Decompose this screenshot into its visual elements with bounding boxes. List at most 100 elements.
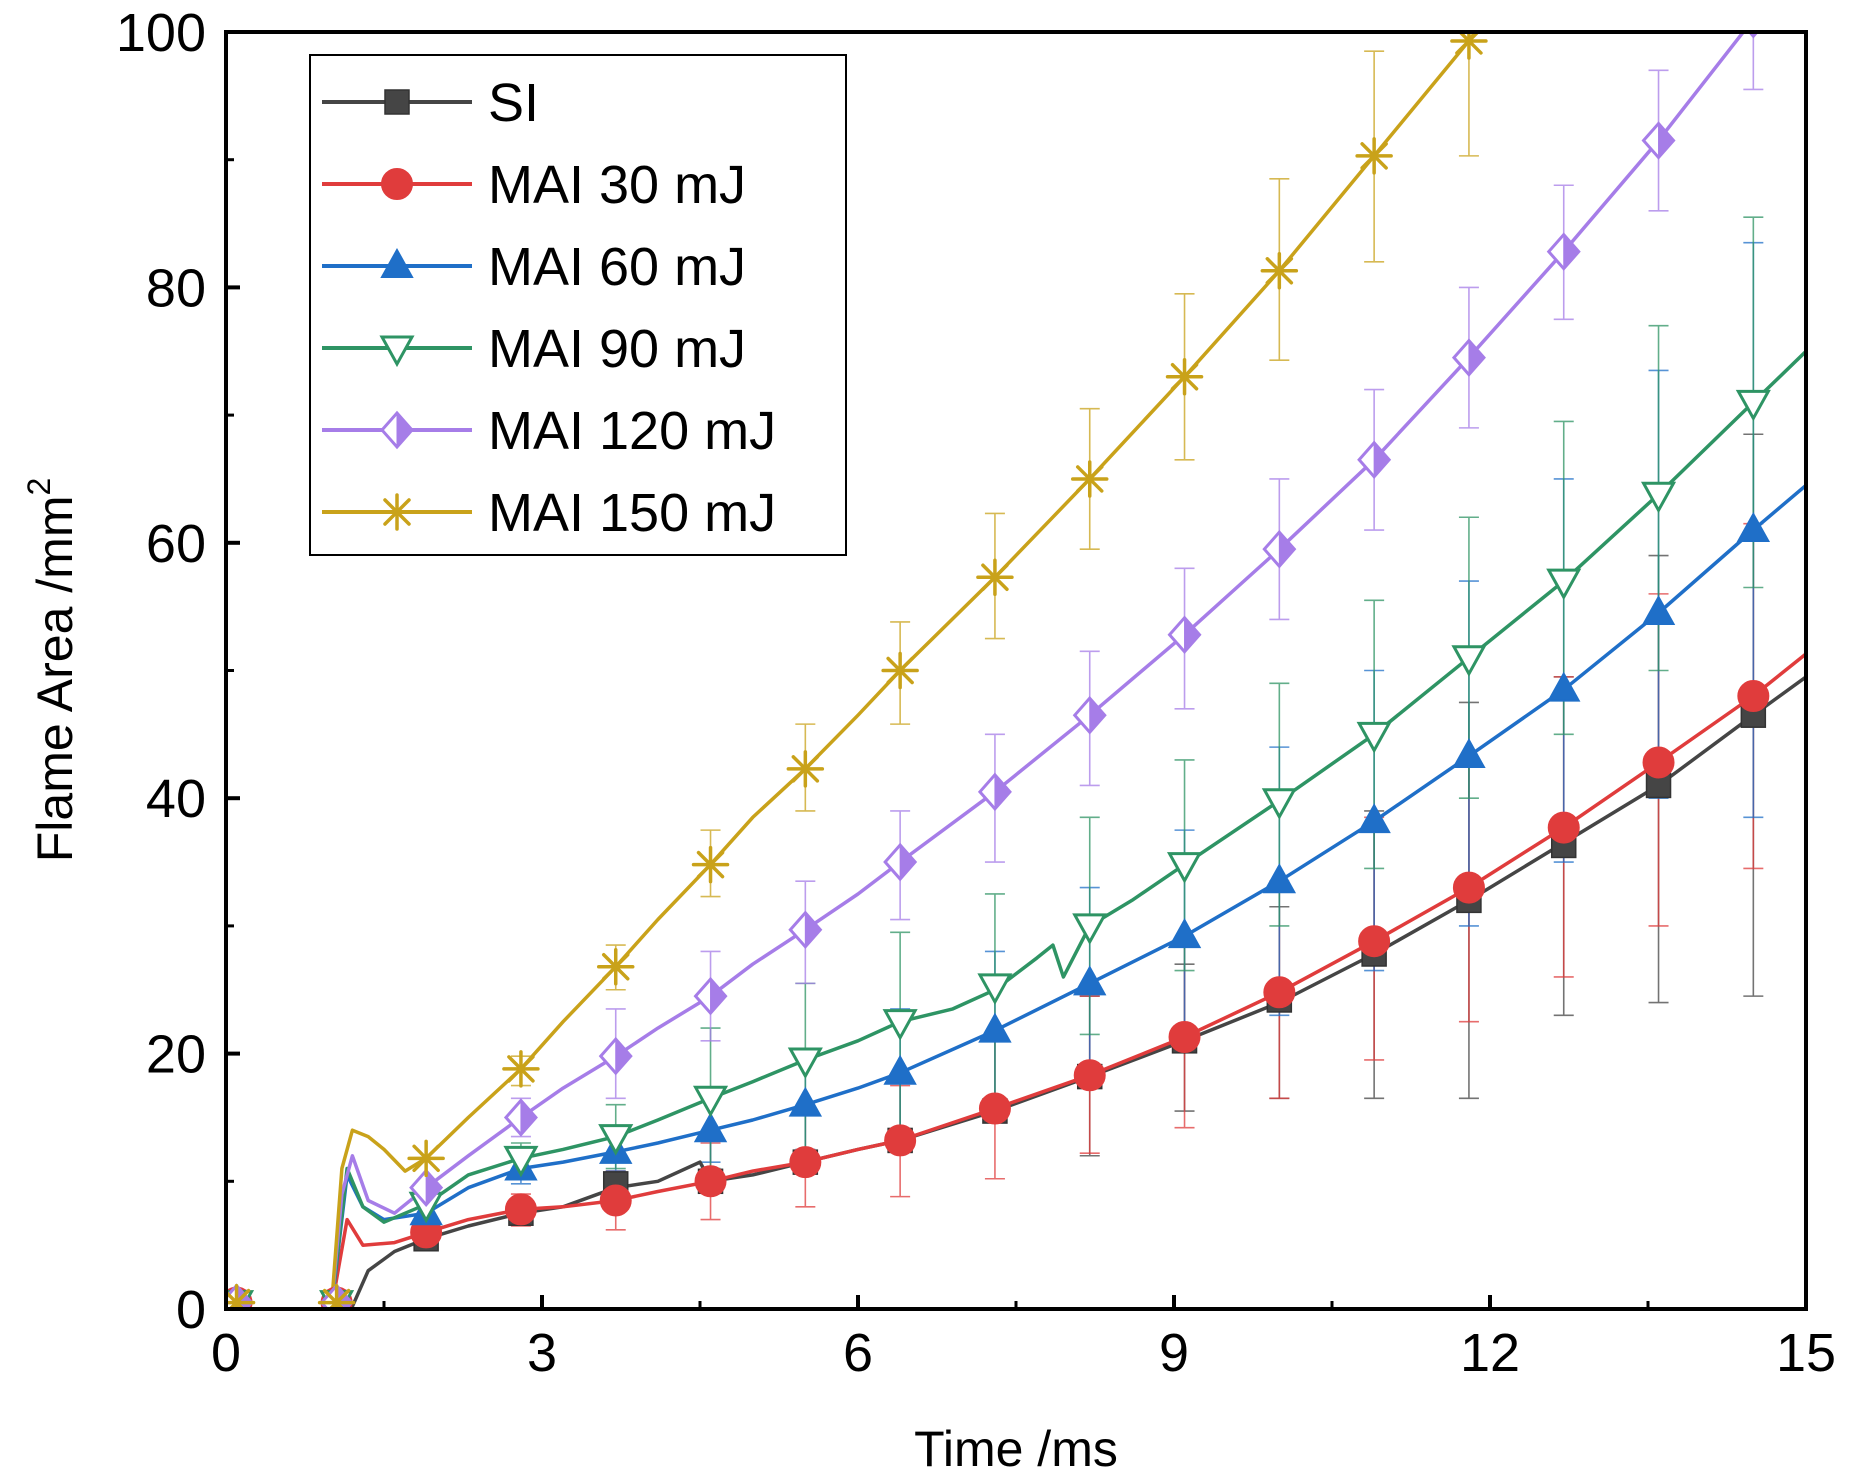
triangle-marker <box>1452 737 1486 769</box>
asterisk-marker <box>1260 252 1299 290</box>
x-tick-label: 15 <box>1776 1323 1836 1383</box>
diamond-marker-fill <box>1184 616 1201 654</box>
diamond-marker-fill <box>1468 339 1485 376</box>
x-tick-label: 3 <box>527 1323 557 1383</box>
square-marker <box>384 89 410 115</box>
triangle-down-marker <box>1451 645 1487 677</box>
asterisk-marker <box>1355 137 1393 175</box>
triangle-marker <box>978 1012 1012 1043</box>
diamond-marker-fill <box>899 843 916 881</box>
circle-marker <box>1452 871 1485 904</box>
triangle-marker <box>883 1054 917 1085</box>
circle-marker <box>599 1184 632 1217</box>
asterisk-marker <box>691 845 730 884</box>
series-line <box>226 675 1806 1309</box>
triangle-down-marker <box>977 973 1013 1006</box>
x-tick-label: 9 <box>1159 1323 1189 1383</box>
triangle-down-marker <box>379 335 415 368</box>
triangle-down-marker <box>1261 788 1297 820</box>
x-axis-title: Time /ms <box>914 1421 1118 1477</box>
asterisk-marker <box>881 651 919 690</box>
triangle-down-marker <box>787 1047 823 1080</box>
diamond-marker-fill <box>804 911 822 949</box>
triangle-down-marker <box>1735 389 1771 422</box>
y-tick-label: 100 <box>116 3 206 63</box>
diamond-marker-fill <box>1658 122 1675 159</box>
axis-ticks: 0 3 6 9 12 15 0 20 40 60 80 100 <box>116 3 1836 1383</box>
triangle-marker <box>1547 671 1581 702</box>
y-axis-title-main: Flame Area /mm <box>27 496 83 863</box>
x-tick-label: 0 <box>211 1323 241 1383</box>
diamond-marker-fill <box>1089 696 1106 734</box>
diamond-marker-fill <box>520 1099 537 1136</box>
asterisk-marker <box>1450 32 1488 60</box>
diamond-marker-fill <box>615 1037 632 1075</box>
triangle-marker <box>1736 511 1771 543</box>
circle-marker <box>789 1146 822 1179</box>
y-tick-label: 0 <box>176 1280 206 1340</box>
triangle-down-marker <box>882 1009 918 1041</box>
series-line <box>226 652 1806 1309</box>
triangle-marker <box>1167 918 1202 949</box>
legend-label: MAI 30 mJ <box>488 155 746 215</box>
asterisk-marker <box>226 1283 256 1309</box>
circle-marker <box>694 1165 727 1198</box>
x-tick-label: 6 <box>843 1323 873 1383</box>
legend-label: MAI 150 mJ <box>488 483 776 543</box>
error-bar <box>1458 32 1479 157</box>
legend-label: MAI 120 mJ <box>488 401 776 461</box>
triangle-down-marker <box>1166 852 1203 884</box>
triangle-down-marker <box>1356 721 1392 754</box>
triangle-down-marker <box>692 1085 729 1118</box>
y-axis-title-superscript: 2 <box>21 478 57 496</box>
diamond-marker-fill <box>1373 441 1390 479</box>
triangle-marker <box>693 1112 728 1143</box>
y-axis-title: Flame Area /mm2 <box>21 478 83 863</box>
diamond-marker-fill <box>994 773 1011 811</box>
circle-marker <box>1642 746 1675 779</box>
asterisk-marker <box>1070 460 1109 498</box>
series-markers <box>226 32 1771 1309</box>
triangle-marker <box>1641 594 1676 626</box>
legend-label: SI <box>488 73 539 133</box>
series-line <box>226 32 1746 1309</box>
x-tick-label: 12 <box>1460 1323 1520 1383</box>
error-bar <box>1743 32 1764 91</box>
legend-label: MAI 60 mJ <box>488 237 746 297</box>
legend: SI MAI 30 mJ MAI 60 mJ MAI 90 mJ MAI 120 mJ M… <box>309 54 847 556</box>
legend-box <box>309 54 847 556</box>
circle-marker <box>1358 925 1391 958</box>
triangle-marker <box>1357 803 1391 834</box>
asterisk-marker <box>317 1283 356 1309</box>
triangle-marker <box>788 1086 823 1117</box>
error-bar <box>984 893 1005 1119</box>
diamond-marker-fill <box>425 1169 442 1207</box>
triangle-down-marker <box>1546 568 1582 601</box>
diamond-marker-fill <box>396 411 413 449</box>
circle-marker <box>1263 976 1296 1009</box>
triangle-marker <box>1262 863 1297 894</box>
y-tick-label: 80 <box>146 258 206 318</box>
triangle-down-marker <box>598 1124 634 1156</box>
asterisk-marker <box>976 558 1014 597</box>
y-tick-label: 20 <box>146 1025 206 1085</box>
asterisk-marker <box>596 948 635 986</box>
triangle-down-marker <box>1072 913 1108 945</box>
asterisk-marker <box>786 750 825 788</box>
asterisk-marker <box>407 1139 445 1178</box>
triangle-marker <box>380 247 414 278</box>
circle-marker <box>1547 811 1580 844</box>
diamond-marker-fill <box>1278 530 1296 568</box>
circle-marker <box>1737 680 1770 713</box>
circle-marker <box>381 168 413 200</box>
diamond-marker-fill <box>1563 233 1580 270</box>
triangle-marker <box>1073 965 1107 996</box>
asterisk-marker <box>1165 358 1204 396</box>
triangle-down-marker <box>503 1145 539 1178</box>
circle-marker <box>504 1193 537 1226</box>
diamond-marker-fill <box>710 977 727 1015</box>
asterisk-marker <box>502 1050 540 1088</box>
y-tick-label: 60 <box>146 514 206 574</box>
asterisk-marker <box>378 493 416 531</box>
